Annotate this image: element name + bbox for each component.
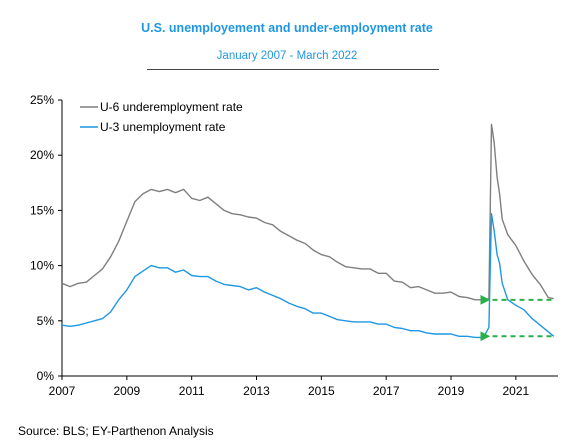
y-tick-label: 25% bbox=[30, 93, 54, 107]
y-tick-label: 20% bbox=[30, 148, 54, 162]
chart-subtitle: January 2007 - March 2022 bbox=[216, 50, 358, 62]
y-tick-label: 10% bbox=[30, 259, 54, 273]
chart-series bbox=[61, 123, 555, 339]
y-tick-label: 15% bbox=[30, 203, 54, 217]
x-tick-label: 2015 bbox=[308, 384, 335, 398]
x-tick-label: 2019 bbox=[438, 384, 465, 398]
x-tick-label: 2009 bbox=[113, 384, 140, 398]
x-tick-label: 2013 bbox=[243, 384, 270, 398]
x-tick-label: 2017 bbox=[373, 384, 400, 398]
legend-label-u6: U-6 underemployment rate bbox=[100, 100, 243, 114]
x-tick-label: 2007 bbox=[49, 384, 76, 398]
y-tick-label: 5% bbox=[37, 314, 55, 328]
source-note: Source: BLS; EY-Parthenon Analysis bbox=[18, 424, 214, 438]
x-tick-label: 2011 bbox=[179, 384, 205, 398]
legend-label-u3: U-3 unemployment rate bbox=[100, 120, 226, 134]
y-tick-label: 0% bbox=[37, 369, 55, 383]
chart-axes: 0% 5% 10% 15% 20% 25% 2007 2009 2011 2013 2015 2017… bbox=[30, 93, 558, 398]
subtitle-divider bbox=[147, 69, 439, 70]
chart-annotations bbox=[480, 294, 552, 342]
series-line-u3 bbox=[61, 213, 555, 339]
x-tick-label: 2021 bbox=[503, 384, 530, 398]
series-line-u6 bbox=[61, 123, 554, 301]
chart-legend: U-6 underemployment rate U-3 unemployment… bbox=[80, 100, 243, 134]
chart-title: U.S. unemployement and under-employment … bbox=[141, 21, 433, 35]
